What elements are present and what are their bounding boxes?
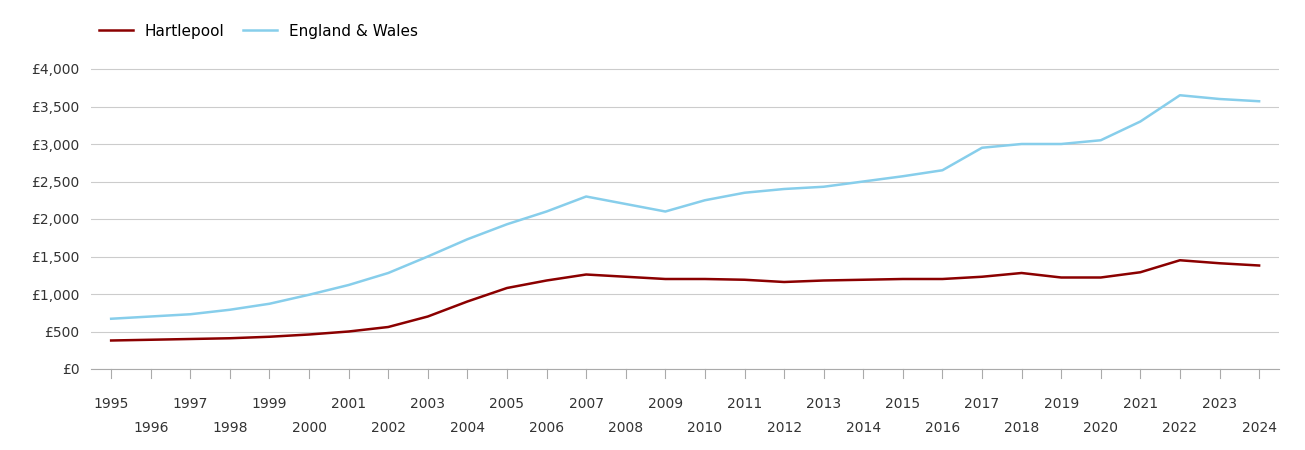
- Text: 2009: 2009: [647, 397, 683, 411]
- Text: 1999: 1999: [252, 397, 287, 411]
- Text: 2000: 2000: [291, 421, 326, 435]
- England & Wales: [183, 311, 198, 317]
- Hartlepool: [619, 274, 634, 279]
- Hartlepool: [1133, 270, 1148, 275]
- Hartlepool: [1094, 275, 1109, 280]
- Hartlepool: [934, 276, 950, 282]
- Line: England & Wales: England & Wales: [111, 95, 1259, 319]
- England & Wales: [301, 292, 317, 297]
- England & Wales: [539, 209, 555, 214]
- England & Wales: [420, 254, 436, 259]
- Text: 2016: 2016: [925, 421, 960, 435]
- England & Wales: [658, 209, 673, 214]
- England & Wales: [697, 198, 713, 203]
- England & Wales: [103, 316, 119, 321]
- Hartlepool: [301, 332, 317, 337]
- Text: 1997: 1997: [172, 397, 207, 411]
- Hartlepool: [1172, 257, 1188, 263]
- England & Wales: [1212, 96, 1228, 102]
- Text: 1996: 1996: [133, 421, 168, 435]
- Text: 2003: 2003: [410, 397, 445, 411]
- Hartlepool: [459, 299, 475, 304]
- Hartlepool: [1251, 263, 1267, 268]
- England & Wales: [500, 221, 515, 227]
- Hartlepool: [183, 336, 198, 342]
- Hartlepool: [856, 277, 872, 283]
- Hartlepool: [737, 277, 753, 283]
- Hartlepool: [341, 329, 356, 334]
- Hartlepool: [500, 285, 515, 291]
- Hartlepool: [539, 278, 555, 283]
- Text: 2019: 2019: [1044, 397, 1079, 411]
- England & Wales: [1053, 141, 1069, 147]
- Text: 2023: 2023: [1202, 397, 1237, 411]
- England & Wales: [341, 282, 356, 288]
- Hartlepool: [381, 324, 397, 330]
- Text: 2004: 2004: [450, 421, 485, 435]
- Text: 2008: 2008: [608, 421, 643, 435]
- Legend: Hartlepool, England & Wales: Hartlepool, England & Wales: [99, 24, 418, 39]
- Hartlepool: [578, 272, 594, 277]
- Text: 1995: 1995: [94, 397, 129, 411]
- Text: 2005: 2005: [489, 397, 525, 411]
- England & Wales: [1172, 93, 1188, 98]
- Hartlepool: [262, 334, 278, 339]
- Text: 2001: 2001: [331, 397, 367, 411]
- Hartlepool: [816, 278, 831, 283]
- Hartlepool: [1053, 275, 1069, 280]
- Text: 2020: 2020: [1083, 421, 1118, 435]
- England & Wales: [816, 184, 831, 189]
- Hartlepool: [1212, 261, 1228, 266]
- England & Wales: [1014, 141, 1030, 147]
- Hartlepool: [658, 276, 673, 282]
- England & Wales: [459, 237, 475, 242]
- England & Wales: [934, 167, 950, 173]
- Text: 2006: 2006: [529, 421, 564, 435]
- England & Wales: [619, 201, 634, 207]
- Text: 2021: 2021: [1122, 397, 1158, 411]
- Hartlepool: [222, 336, 238, 341]
- Hartlepool: [420, 314, 436, 319]
- England & Wales: [895, 174, 911, 179]
- England & Wales: [1094, 138, 1109, 143]
- Line: Hartlepool: Hartlepool: [111, 260, 1259, 341]
- Text: 2014: 2014: [846, 421, 881, 435]
- Hartlepool: [103, 338, 119, 343]
- Hartlepool: [1014, 270, 1030, 276]
- Text: 2011: 2011: [727, 397, 762, 411]
- Hartlepool: [895, 276, 911, 282]
- Hartlepool: [144, 337, 159, 342]
- Hartlepool: [697, 276, 713, 282]
- England & Wales: [975, 145, 990, 150]
- Text: 2015: 2015: [885, 397, 920, 411]
- England & Wales: [1251, 99, 1267, 104]
- England & Wales: [381, 270, 397, 276]
- Hartlepool: [776, 279, 792, 285]
- Text: 2007: 2007: [569, 397, 604, 411]
- Text: 2002: 2002: [371, 421, 406, 435]
- Text: 2018: 2018: [1004, 421, 1039, 435]
- England & Wales: [737, 190, 753, 195]
- England & Wales: [776, 186, 792, 192]
- Hartlepool: [975, 274, 990, 279]
- Text: 1998: 1998: [213, 421, 248, 435]
- Text: 2010: 2010: [688, 421, 723, 435]
- England & Wales: [144, 314, 159, 319]
- England & Wales: [856, 179, 872, 184]
- Text: 2024: 2024: [1241, 421, 1276, 435]
- England & Wales: [222, 307, 238, 312]
- Text: 2012: 2012: [766, 421, 801, 435]
- Text: 2017: 2017: [964, 397, 1000, 411]
- Text: 2022: 2022: [1163, 421, 1198, 435]
- Text: 2013: 2013: [806, 397, 842, 411]
- England & Wales: [578, 194, 594, 199]
- England & Wales: [262, 301, 278, 306]
- England & Wales: [1133, 119, 1148, 124]
